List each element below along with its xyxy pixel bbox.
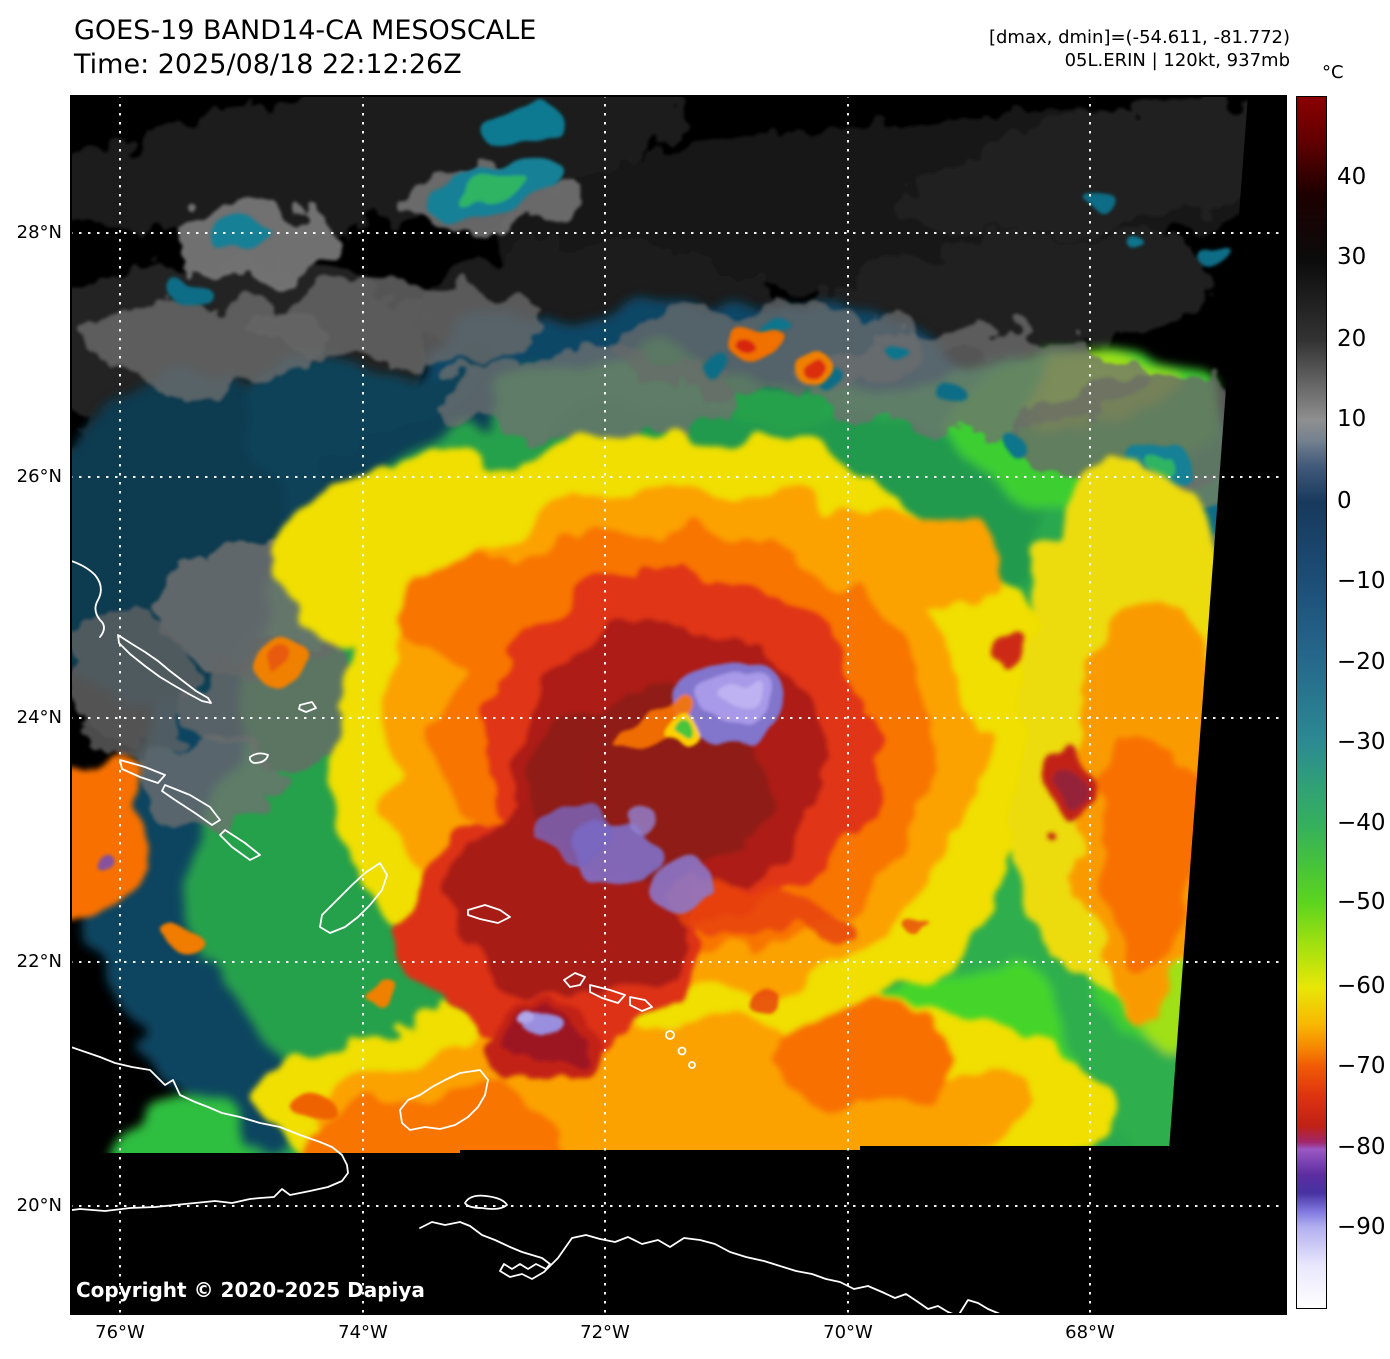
lon-tick-label: 68°W [1065,1322,1115,1343]
fortune-island [161,784,221,826]
colorbar-unit-label: °C [1322,62,1344,83]
lon-tick-label: 76°W [95,1322,145,1343]
colorbar-tick: −30 [1337,729,1386,755]
mayaguana-island [248,752,269,764]
long-island-bahamas [117,634,212,704]
castle-island [219,829,261,861]
title-block: GOES-19 BAND14-CA MESOSCALE Time: 2025/0… [74,14,536,82]
colorbar-tick: 0 [1337,488,1352,514]
lat-tick-label: 20°N [16,1195,62,1216]
no-data-bottom-band [70,1146,1171,1315]
caicos-islands-1 [563,972,586,988]
colorbar-tick: −60 [1337,973,1386,999]
hispaniola-coastline [419,1221,1010,1315]
page-title: GOES-19 BAND14-CA MESOSCALE [74,15,537,46]
samana-cay [298,701,317,713]
colorbar-tick: 10 [1337,406,1367,432]
lon-tick-label: 70°W [823,1322,873,1343]
colorbar-tick: −80 [1337,1134,1386,1160]
colorbar-tick: 30 [1337,244,1367,270]
colorbar-tick: 20 [1337,326,1367,352]
info-block: [dmax, dmin]=(-54.611, -81.772) 05L.ERIN… [989,26,1290,72]
turks-cay-3 [688,1061,696,1069]
plana-cays [467,904,511,924]
crooked-island [119,759,166,784]
timestamp: Time: 2025/08/18 22:12:26Z [74,49,462,80]
colorbar-tick: −70 [1337,1053,1386,1079]
lat-tick-label: 26°N [16,466,62,487]
tortuga-island [464,1194,508,1210]
colorbar-tick: −20 [1337,649,1386,675]
caicos-islands-2 [589,984,626,1004]
copyright-watermark: Copyright © 2020-2025 Dapiya [76,1278,425,1302]
plot-border [70,95,1287,1315]
coastlines [70,559,1010,1315]
no-data-right-edge [1169,95,1287,1315]
temperature-colorbar [1296,96,1327,1309]
cat-island [70,559,105,638]
lat-tick-label: 24°N [16,707,62,728]
satellite-map-canvas [70,95,1287,1315]
colorbar-tick: −50 [1337,889,1386,915]
turks-cay-2 [677,1046,687,1056]
acklins-island [319,862,388,934]
cuba-coastline [70,1045,349,1212]
colorbar-tick: −40 [1337,810,1386,836]
caicos-islands-3 [629,996,653,1012]
lon-tick-label: 74°W [338,1322,388,1343]
lat-tick-label: 28°N [16,222,62,243]
turks-cay-1 [665,1030,675,1040]
dmax-dmin-readout: [dmax, dmin]=(-54.611, -81.772) [988,27,1290,48]
great-inagua-island [399,1069,489,1131]
colorbar-tick: 40 [1337,164,1367,190]
lon-tick-label: 72°W [580,1322,630,1343]
colorbar-tick: −10 [1337,568,1386,594]
storm-status-readout: 05L.ERIN | 120kt, 937mb [1064,50,1290,71]
lat-tick-label: 22°N [16,951,62,972]
colorbar-tick: −90 [1337,1214,1386,1240]
